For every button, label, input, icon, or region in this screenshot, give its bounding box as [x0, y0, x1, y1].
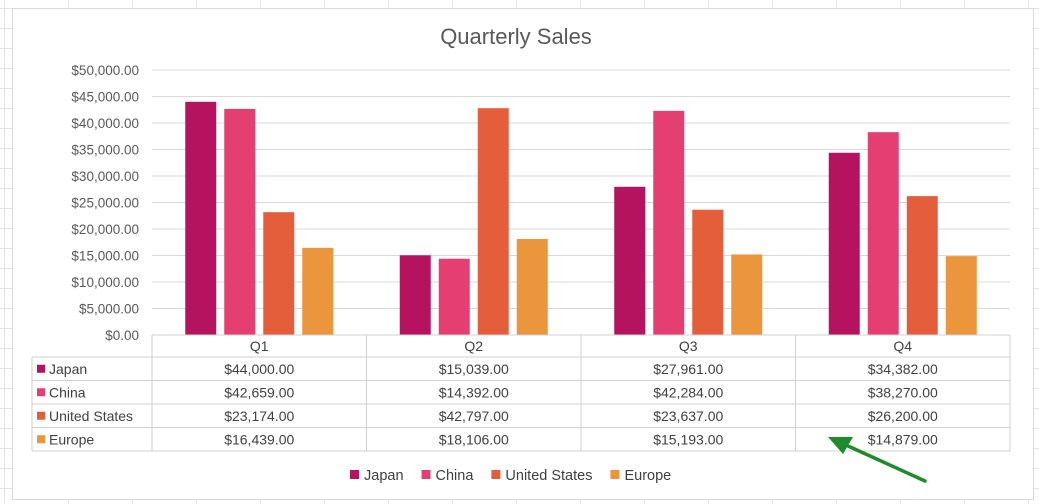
- bar[interactable]: [477, 108, 509, 335]
- y-axis-labels: $0.00 $5,000.00 $10,000.00 $15,000.00 $20,00…: [71, 63, 139, 343]
- arrow-shaft: [846, 444, 927, 483]
- bar[interactable]: [438, 258, 470, 335]
- legend-key: [491, 470, 501, 479]
- chart-title: Quarterly Sales: [440, 24, 592, 49]
- bar[interactable]: [516, 239, 548, 335]
- y-tick-label: $10,000.00: [71, 275, 139, 290]
- table-cell: $18,106.00: [439, 431, 509, 447]
- y-tick-label: $25,000.00: [71, 196, 139, 211]
- series-label: Europe: [49, 431, 94, 447]
- category-label: Q3: [679, 338, 698, 354]
- table-cell: $16,439.00: [224, 431, 294, 447]
- y-tick-label: $20,000.00: [71, 222, 139, 237]
- series-key: [37, 364, 45, 373]
- legend-entry[interactable]: China: [436, 468, 475, 484]
- table-cell: $42,797.00: [439, 408, 509, 424]
- arrow-head: [828, 437, 853, 454]
- legend-entry[interactable]: Europe: [624, 468, 671, 484]
- bar[interactable]: [692, 209, 724, 335]
- table-cell: $44,000.00: [224, 361, 294, 377]
- y-tick-label: $40,000.00: [71, 116, 139, 131]
- y-tick-label: $15,000.00: [71, 249, 139, 264]
- y-tick-label: $50,000.00: [71, 63, 139, 78]
- bar[interactable]: [653, 110, 685, 335]
- bar[interactable]: [399, 255, 431, 335]
- table-cell: $23,174.00: [224, 408, 294, 424]
- legend: Japan China United States Europe: [350, 468, 671, 484]
- bars: [185, 101, 977, 335]
- table-cell: $15,193.00: [653, 431, 723, 447]
- legend-entry[interactable]: United States: [505, 468, 592, 484]
- bar[interactable]: [828, 152, 860, 335]
- bar[interactable]: [731, 254, 763, 335]
- legend-entry[interactable]: Japan: [364, 468, 404, 484]
- category-label: Q4: [893, 338, 912, 354]
- bar[interactable]: [906, 196, 938, 335]
- table-cell: $23,637.00: [653, 408, 723, 424]
- y-tick-label: $35,000.00: [71, 143, 139, 158]
- series-key: [37, 411, 45, 420]
- y-tick-label: $0.00: [105, 328, 139, 343]
- series-key: [37, 435, 45, 444]
- data-table: Q1 Q2 Q3 Q4 Japan $44,000.00 $15,039.00 $27,961…: [31, 334, 1011, 452]
- bar[interactable]: [945, 256, 977, 335]
- series-label: United States: [49, 408, 133, 424]
- gridlines: [152, 69, 1010, 336]
- table-cell: $15,039.00: [439, 361, 509, 377]
- legend-key: [350, 470, 359, 479]
- y-tick-label: $45,000.00: [71, 90, 139, 105]
- bar[interactable]: [263, 212, 295, 335]
- bar[interactable]: [185, 101, 217, 335]
- y-tick-label: $30,000.00: [71, 169, 139, 184]
- table-cell: $27,961.00: [653, 361, 723, 377]
- annotation-arrow: [828, 437, 927, 483]
- table-cell: $14,392.00: [439, 384, 509, 400]
- bar[interactable]: [224, 108, 256, 335]
- legend-key: [610, 470, 620, 479]
- table-cell: $34,382.00: [868, 361, 938, 377]
- series-key: [37, 388, 45, 397]
- table-cell: $42,659.00: [224, 384, 294, 400]
- table-cell: $38,270.00: [868, 384, 938, 400]
- category-label: Q2: [464, 338, 483, 354]
- series-label: Japan: [49, 361, 87, 377]
- bar[interactable]: [302, 247, 334, 335]
- table-cell: $42,284.00: [653, 384, 723, 400]
- category-label: Q1: [250, 338, 269, 354]
- legend-key: [421, 470, 431, 479]
- table-cell: $14,879.00: [868, 431, 938, 447]
- y-tick-label: $5,000.00: [79, 302, 139, 317]
- bar[interactable]: [867, 132, 899, 335]
- series-label: China: [49, 384, 86, 400]
- bar[interactable]: [614, 186, 646, 335]
- table-cell: $26,200.00: [868, 408, 938, 424]
